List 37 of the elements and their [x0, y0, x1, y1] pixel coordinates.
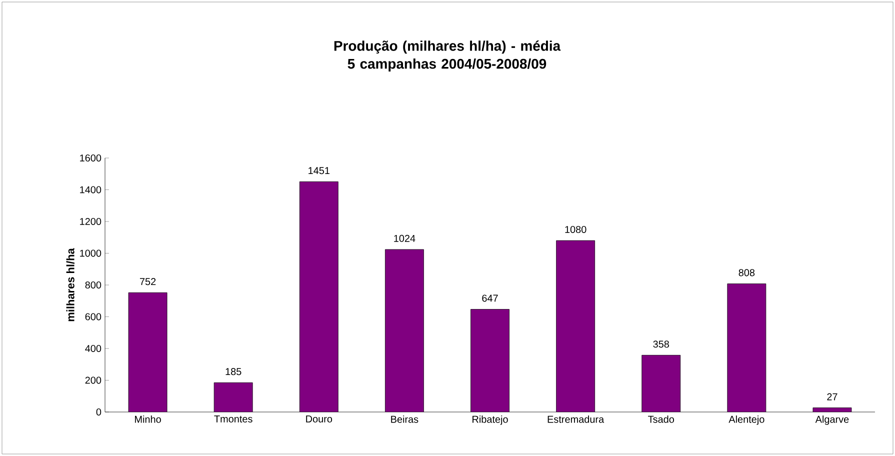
- data-label: 185: [226, 368, 242, 376]
- x-tick-label: Algarve: [815, 416, 849, 425]
- bar: [300, 182, 338, 412]
- y-axis-title: milhares hl/ha: [66, 248, 74, 322]
- x-tick-label: Estremadura: [548, 416, 604, 423]
- y-tick-label: 800: [85, 281, 102, 289]
- x-tick-label: Alentejo: [728, 416, 764, 425]
- bar: [642, 355, 680, 412]
- data-label: 647: [482, 294, 498, 302]
- data-label: 808: [738, 269, 755, 276]
- y-tick-label: 1200: [80, 218, 102, 226]
- x-tick-label: Douro: [306, 416, 332, 422]
- bar: [470, 309, 510, 412]
- y-tick-label: 400: [85, 344, 102, 352]
- x-tick-label: Tsado: [648, 416, 674, 423]
- y-tick-label: 0: [96, 408, 102, 416]
- data-label: 1080: [565, 226, 586, 234]
- x-tick-label: Ribatejo: [472, 416, 508, 425]
- data-label: 27: [827, 393, 838, 400]
- y-tick-label: 1400: [80, 186, 102, 194]
- x-tick-label: Tmontes: [214, 416, 252, 422]
- bar: [556, 240, 595, 412]
- bar: [727, 284, 766, 412]
- bar: [385, 249, 424, 412]
- y-tick-label: 200: [85, 376, 102, 384]
- data-label: 1451: [308, 167, 330, 174]
- y-tick-label: 1000: [80, 250, 102, 257]
- bar: [128, 292, 168, 412]
- data-label: 1024: [394, 234, 416, 242]
- y-tick-label: 600: [85, 313, 102, 320]
- x-tick-label: Beiras: [391, 416, 418, 423]
- chart-title: Produção (milhares hl/ha) - média 5 campanhas 2004/05-2008/09: [334, 40, 561, 72]
- x-tick-label: Minho: [135, 416, 161, 423]
- bar: [214, 382, 253, 412]
- y-tick-label: 1600: [80, 154, 102, 162]
- data-label: 358: [653, 340, 669, 348]
- data-label: 752: [140, 278, 156, 286]
